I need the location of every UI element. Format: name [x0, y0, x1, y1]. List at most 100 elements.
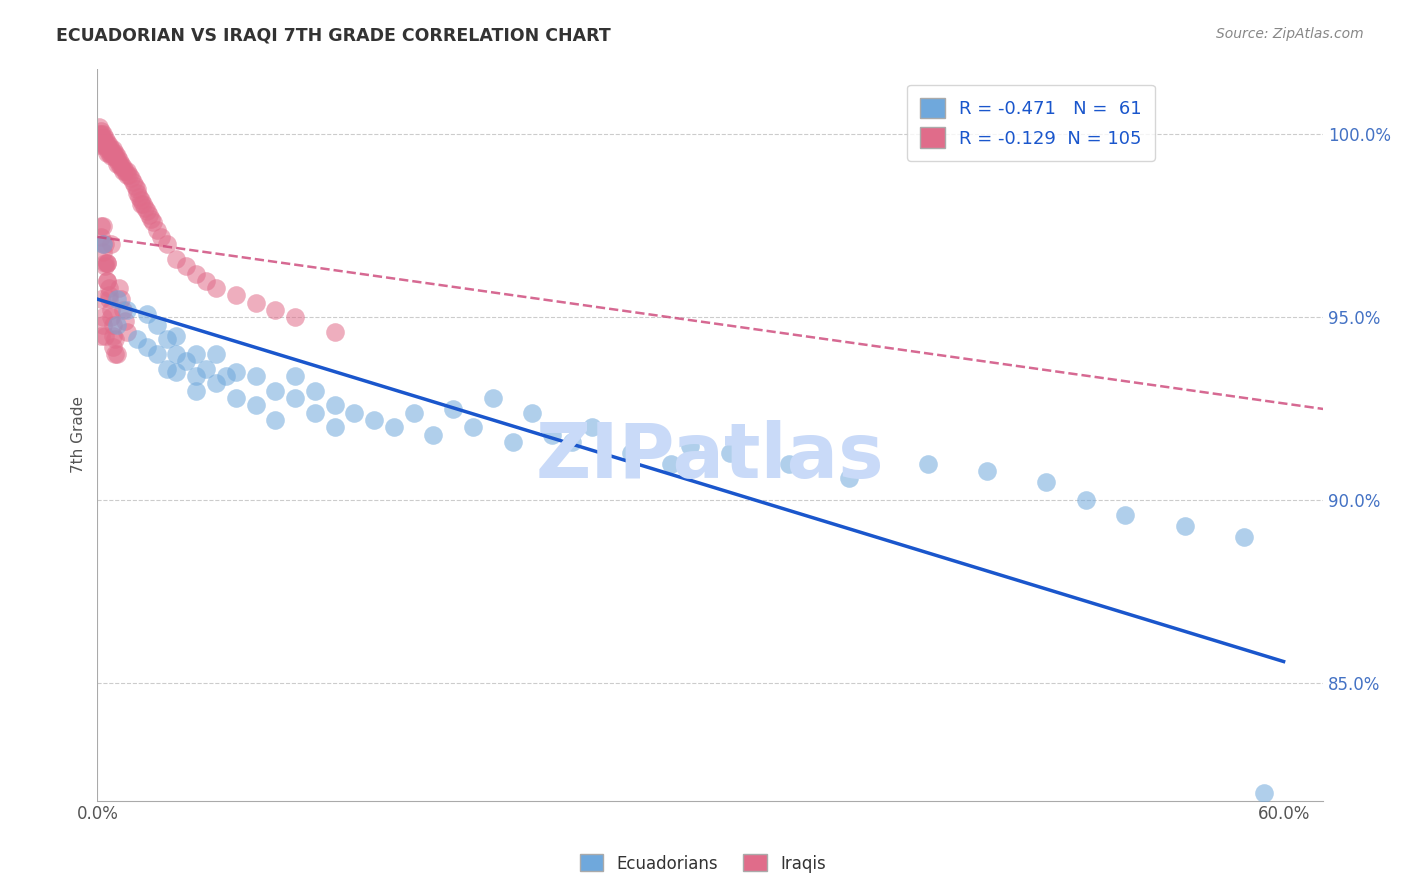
Point: [165, 252, 187, 266]
Point: [104, 149, 127, 163]
Point: [165, 347, 187, 361]
Point: [100, 303, 122, 318]
Point: [264, 413, 287, 427]
Legend: R = -0.471   N =  61, R = -0.129  N = 105: R = -0.471 N = 61, R = -0.129 N = 105: [907, 85, 1154, 161]
Point: [112, 303, 135, 318]
Point: [105, 347, 128, 361]
Point: [90, 328, 112, 343]
Point: [264, 303, 287, 318]
Point: [91, 219, 114, 233]
Point: [108, 281, 131, 295]
Point: [186, 267, 208, 281]
Point: [284, 391, 307, 405]
Point: [139, 211, 162, 226]
Point: [90, 292, 112, 306]
Point: [94, 131, 117, 145]
Point: [323, 398, 346, 412]
Point: [124, 178, 146, 193]
Point: [115, 168, 138, 182]
Point: [205, 347, 228, 361]
Point: [112, 164, 135, 178]
Point: [541, 427, 564, 442]
Point: [101, 149, 124, 163]
Point: [128, 189, 150, 203]
Point: [96, 145, 118, 160]
Point: [679, 438, 702, 452]
Point: [94, 328, 117, 343]
Point: [718, 446, 741, 460]
Point: [100, 237, 122, 252]
Point: [195, 274, 218, 288]
Point: [90, 131, 112, 145]
Point: [225, 391, 247, 405]
Point: [90, 219, 112, 233]
Point: [125, 182, 148, 196]
Point: [90, 128, 112, 142]
Point: [129, 194, 152, 208]
Point: [135, 340, 157, 354]
Point: [138, 208, 160, 222]
Text: ECUADORIAN VS IRAQI 7TH GRADE CORRELATION CHART: ECUADORIAN VS IRAQI 7TH GRADE CORRELATIO…: [56, 27, 612, 45]
Point: [104, 332, 127, 346]
Point: [659, 457, 682, 471]
Point: [195, 361, 218, 376]
Point: [145, 222, 167, 236]
Point: [91, 310, 114, 325]
Point: [176, 259, 198, 273]
Point: [89, 120, 111, 134]
Point: [94, 255, 117, 269]
Point: [91, 128, 114, 142]
Point: [89, 135, 111, 149]
Point: [98, 145, 121, 160]
Point: [838, 471, 860, 485]
Point: [917, 457, 939, 471]
Point: [105, 149, 128, 163]
Point: [323, 420, 346, 434]
Y-axis label: 7th Grade: 7th Grade: [72, 396, 86, 473]
Point: [620, 446, 643, 460]
Point: [402, 406, 425, 420]
Point: [101, 145, 124, 160]
Point: [89, 138, 111, 153]
Point: [132, 197, 155, 211]
Point: [225, 288, 247, 302]
Point: [1114, 508, 1136, 522]
Point: [115, 303, 138, 318]
Point: [205, 376, 228, 391]
Point: [245, 398, 267, 412]
Point: [245, 295, 267, 310]
Point: [186, 384, 208, 398]
Point: [215, 369, 238, 384]
Point: [205, 281, 228, 295]
Point: [1174, 519, 1197, 533]
Point: [441, 401, 464, 416]
Point: [110, 292, 132, 306]
Point: [98, 138, 121, 153]
Point: [104, 145, 127, 160]
Point: [134, 201, 156, 215]
Point: [323, 325, 346, 339]
Point: [101, 142, 124, 156]
Point: [115, 164, 138, 178]
Point: [155, 361, 177, 376]
Point: [481, 391, 503, 405]
Point: [422, 427, 444, 442]
Point: [91, 244, 114, 259]
Point: [105, 318, 128, 332]
Point: [114, 164, 136, 178]
Point: [343, 406, 366, 420]
Point: [165, 328, 187, 343]
Point: [155, 237, 177, 252]
Point: [1253, 786, 1275, 800]
Point: [91, 318, 114, 332]
Point: [96, 142, 118, 156]
Point: [100, 310, 122, 325]
Point: [186, 347, 208, 361]
Point: [104, 347, 127, 361]
Point: [91, 237, 114, 252]
Point: [142, 215, 165, 229]
Point: [98, 142, 121, 156]
Point: [101, 328, 124, 343]
Point: [91, 135, 114, 149]
Point: [90, 135, 112, 149]
